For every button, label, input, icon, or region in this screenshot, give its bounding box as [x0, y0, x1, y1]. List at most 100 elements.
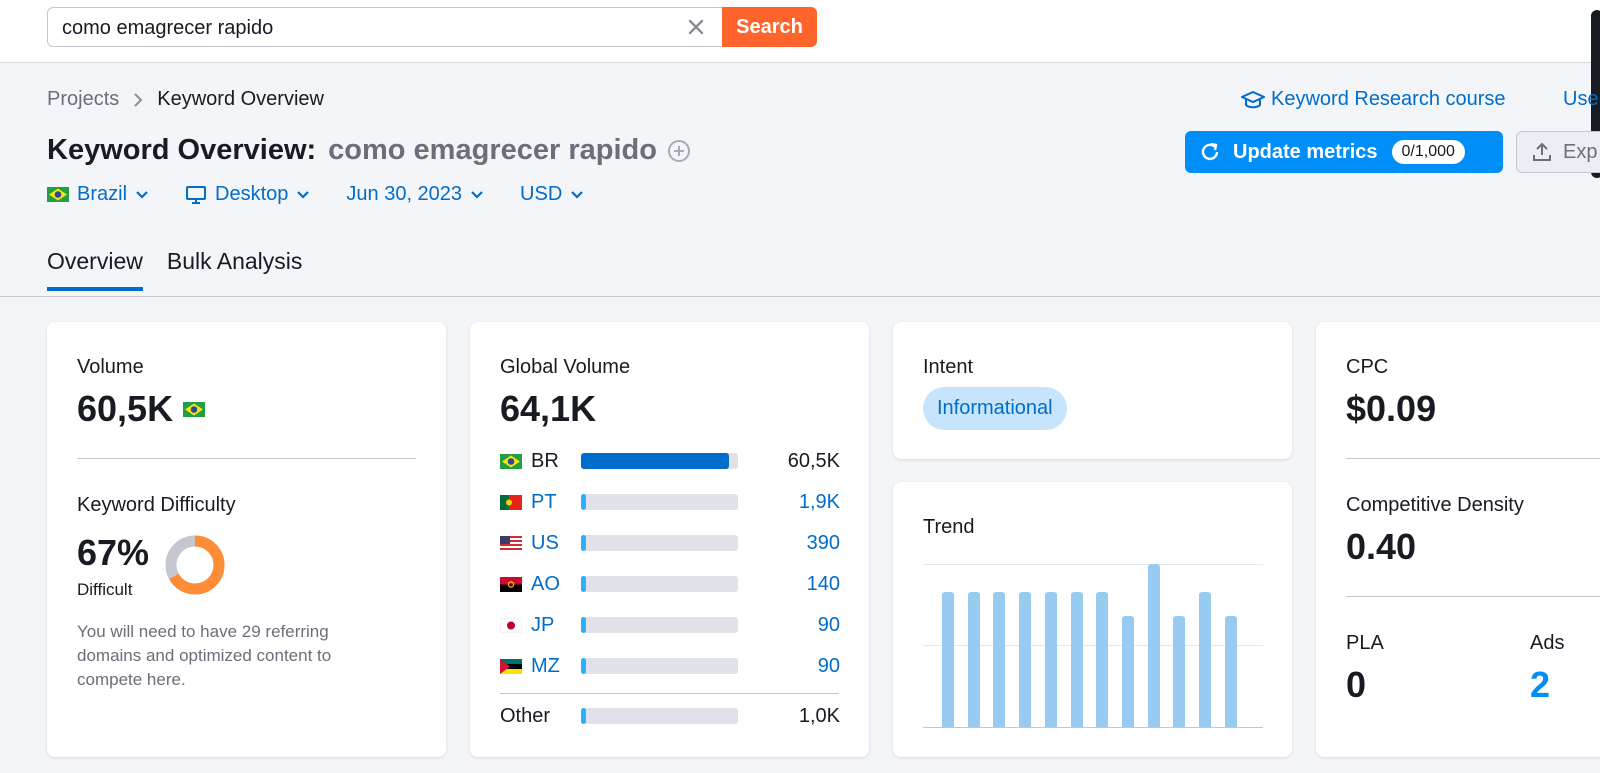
desktop-icon: [186, 185, 207, 204]
search-box: [47, 7, 723, 48]
search-button[interactable]: Search: [722, 7, 817, 47]
country-row-mz[interactable]: MZ 90: [500, 654, 840, 678]
export-button[interactable]: Exp: [1516, 131, 1600, 173]
ads-value[interactable]: 2: [1530, 664, 1551, 705]
country-code: MZ: [531, 654, 560, 677]
trend-bar: [1070, 591, 1083, 727]
breadcrumb-current: Keyword Overview: [157, 88, 324, 110]
tab-bulk-analysis[interactable]: Bulk Analysis: [166, 248, 303, 274]
volume-share-bar: [581, 453, 738, 469]
currency-filter[interactable]: USD: [520, 183, 584, 206]
scrollbar-handle[interactable]: [1591, 10, 1600, 178]
volume-share-bar: [581, 535, 738, 551]
graduation-cap-icon: [1241, 90, 1265, 108]
divider: [500, 693, 839, 694]
user-manual-link[interactable]: Use: [1563, 88, 1599, 110]
clear-icon[interactable]: [686, 17, 706, 37]
trend-bar: [1044, 591, 1057, 727]
divider: [1346, 596, 1600, 597]
keyword-research-course-link[interactable]: Keyword Research course: [1241, 88, 1506, 111]
country-volume: 60,5K: [787, 449, 840, 472]
country-code: PT: [531, 490, 557, 513]
trend-bar: [1173, 616, 1186, 727]
date-filter-label: Jun 30, 2023: [346, 183, 463, 205]
chevron-down-icon: [136, 190, 148, 199]
global-volume-value: 64,1K: [500, 388, 597, 429]
top-search-bar: Search: [0, 0, 1600, 63]
angola-flag-icon: [500, 576, 522, 592]
pla-label: PLA: [1346, 632, 1384, 654]
country-filter[interactable]: Brazil: [47, 183, 149, 206]
country-row-ao[interactable]: AO 140: [500, 572, 840, 596]
global-volume-label: Global Volume: [500, 356, 631, 378]
country-row-us[interactable]: US 390: [500, 531, 840, 555]
country-row-br: BR 60,5K: [500, 449, 840, 473]
cpc-value: $0.09: [1346, 388, 1437, 429]
volume-value: 60,5K: [77, 388, 174, 429]
country-filter-label: Brazil: [77, 183, 128, 205]
search-input[interactable]: [60, 8, 664, 48]
add-circle-icon[interactable]: [667, 139, 691, 163]
page-title-prefix: Keyword Overview:: [47, 134, 317, 166]
competitive-density-value: 0.40: [1346, 526, 1417, 567]
intent-badge[interactable]: Informational: [923, 387, 1067, 430]
country-volume: 1,0K: [798, 704, 840, 727]
divider: [1346, 458, 1600, 459]
global-volume-card: Global Volume 64,1K BR 60,5K PT 1,9K US …: [470, 322, 869, 757]
pla-value: 0: [1346, 664, 1367, 705]
trend-bar: [942, 591, 954, 727]
trend-bar: [1019, 591, 1032, 727]
tab-overview[interactable]: Overview: [47, 248, 143, 291]
device-filter[interactable]: Desktop: [185, 183, 310, 206]
device-filter-label: Desktop: [215, 183, 289, 205]
keyword-difficulty-donut: [165, 535, 225, 595]
trend-chart: [923, 564, 1263, 727]
divider: [77, 458, 416, 459]
currency-filter-label: USD: [520, 183, 563, 205]
update-metrics-button[interactable]: Update metrics 0/1,000: [1185, 131, 1503, 173]
country-volume: 90: [817, 613, 840, 636]
trend-bar: [967, 591, 980, 727]
page-title-keyword: como emagrecer rapido: [328, 134, 657, 166]
competitive-density-label: Competitive Density: [1346, 494, 1524, 516]
chevron-down-icon: [471, 190, 483, 199]
refresh-icon: [1201, 142, 1219, 161]
volume-label: Volume: [77, 356, 144, 378]
update-metrics-label: Update metrics: [1233, 140, 1378, 163]
country-row-pt[interactable]: PT 1,9K: [500, 490, 840, 514]
country-row-jp[interactable]: JP 90: [500, 613, 840, 637]
keyword-difficulty-description: You will need to have 29 referring domai…: [77, 622, 332, 689]
trend-bar: [1199, 591, 1211, 727]
country-code: US: [531, 531, 559, 554]
trend-bar: [1147, 564, 1160, 727]
chevron-down-icon: [297, 190, 310, 199]
keyword-difficulty-level: Difficult: [77, 580, 133, 599]
cpc-label: CPC: [1346, 356, 1389, 378]
country-code: JP: [531, 613, 555, 636]
volume-share-bar: [581, 576, 738, 592]
filters-bar: Brazil Desktop Jun 30, 2023 USD: [47, 183, 584, 206]
country-code: AO: [531, 572, 560, 595]
date-filter[interactable]: Jun 30, 2023: [346, 183, 484, 206]
course-link-label: Keyword Research course: [1271, 88, 1506, 110]
tabs: Overview Bulk Analysis: [47, 248, 302, 291]
volume-share-bar: [581, 658, 738, 674]
breadcrumb-projects[interactable]: Projects: [47, 88, 120, 110]
country-volume: 1,9K: [798, 490, 840, 513]
intent-card: Intent Informational: [893, 322, 1292, 459]
chevron-down-icon: [571, 190, 584, 199]
trend-bar: [1096, 591, 1109, 727]
volume-share-bar: [581, 617, 738, 633]
intent-label: Intent: [923, 356, 974, 378]
trend-baseline: [923, 727, 1263, 728]
trend-bar: [993, 591, 1006, 727]
trend-label: Trend: [923, 516, 975, 538]
grid-line: [923, 645, 1263, 646]
keyword-difficulty-label: Keyword Difficulty: [77, 494, 236, 516]
country-volume: 90: [817, 654, 840, 677]
grid-line: [923, 564, 1263, 565]
update-counter-badge: 0/1,000: [1391, 140, 1465, 164]
trend-bar: [1224, 616, 1237, 727]
country-volume: 140: [806, 572, 840, 595]
country-code: Other: [500, 704, 551, 727]
